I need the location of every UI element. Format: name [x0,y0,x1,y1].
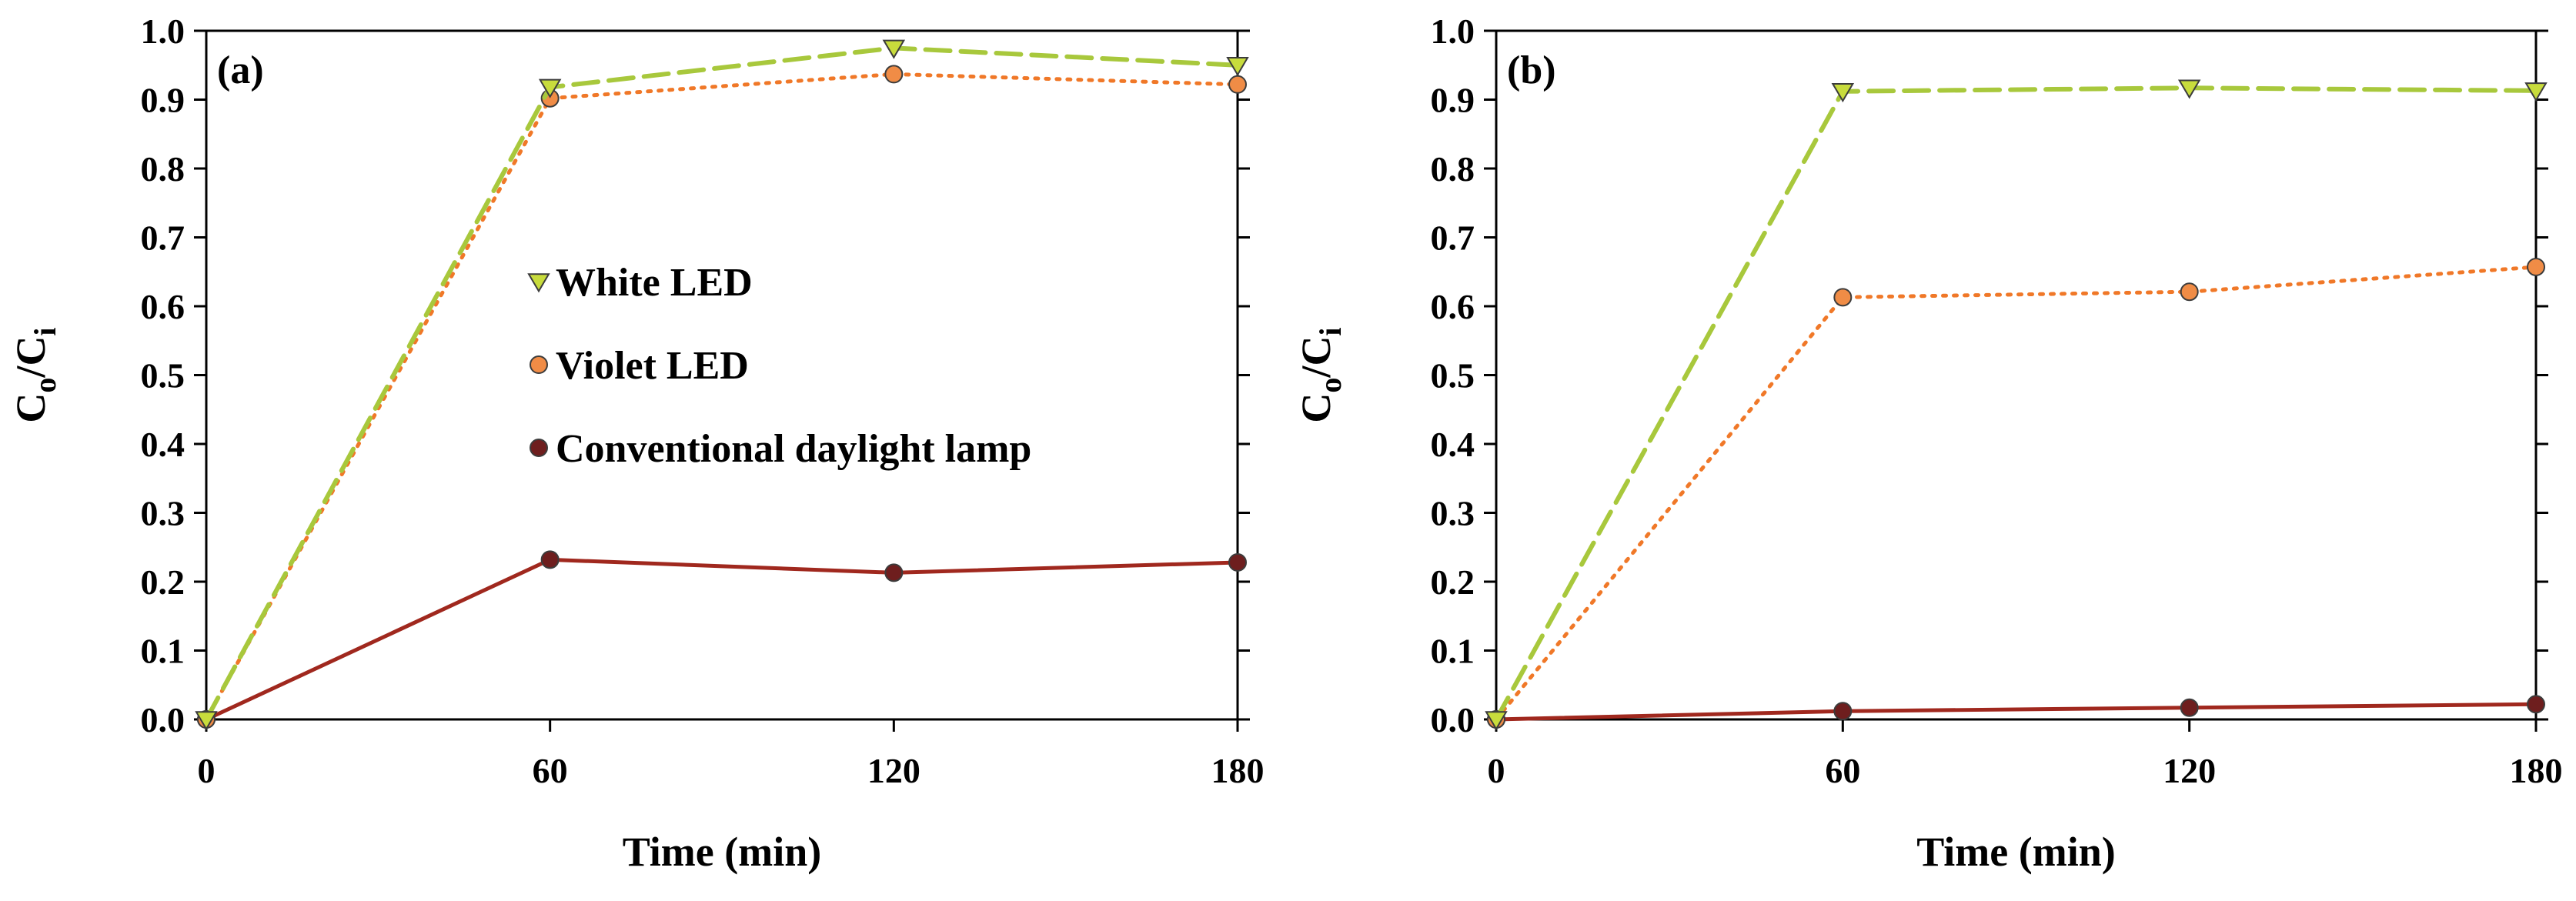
x-tick-label: 180 [1211,751,1265,790]
series-line [204,557,1240,722]
y-axis-label-part: C [8,393,54,423]
x-axis-label: Time (min) [623,829,821,875]
y-tick-label: 0.4 [1431,425,1475,464]
series-line [1494,85,2538,722]
data-point [2524,82,2548,102]
data-point [2527,695,2545,714]
data-point [884,65,904,84]
y-tick-label: 0.7 [141,219,185,258]
y-tick-label: 0.3 [141,494,185,533]
x-tick-label: 60 [533,751,568,790]
legend-item: Violet LED [530,344,749,388]
y-axis-label: Co/Ci [8,327,62,422]
plot-frame [1495,29,2538,721]
y-tick-label: 0.1 [1431,632,1475,671]
data-point [1831,83,1855,103]
y-tick-label: 1.0 [141,12,185,51]
legend-label: White LED [556,261,753,305]
y-axis-label-part: /C [8,336,54,379]
data-point [2180,282,2199,302]
data-point [2180,698,2199,717]
legend-marker [530,439,548,457]
x-tick-label: 120 [867,751,920,790]
series-violet-led [1487,257,2545,729]
data-point [1228,552,1247,572]
series-white-led [1485,79,2548,731]
y-tick-label: 0.8 [1431,149,1475,189]
y-axis-label-part: i [28,327,62,335]
x-tick-label: 0 [1488,751,1505,790]
series-line [1494,265,2538,722]
legend-item: Conventional daylight lamp [530,427,1031,471]
series-white-led [195,39,1249,731]
x-tick-label: 120 [2163,751,2216,790]
y-axis-label-part: o [1313,378,1348,393]
data-point [1226,57,1249,77]
series-line [1494,702,2538,722]
y-tick-label: 0.1 [141,632,185,671]
y-tick-label: 0.6 [141,287,185,326]
data-point [1228,75,1247,94]
y-axis-label-part: o [28,378,62,393]
series-conventional-daylight-lamp [197,550,1247,729]
data-point [540,550,560,569]
legend: White LED Violet LED Conventional daylight… [527,261,1031,471]
y-tick-label: 0.9 [141,81,185,120]
y-axis-label-part: i [1313,327,1348,335]
data-point [1485,711,1508,731]
data-point [195,711,218,731]
series-violet-led [197,65,1247,729]
panel-label: (a) [217,48,264,92]
data-point [2177,79,2201,99]
y-axis-label: Co/Ci [1293,327,1348,422]
y-axis-label-part: C [1293,393,1339,423]
y-tick-label: 1.0 [1431,12,1475,51]
chart-panel-b: 0.0 0.1 0.2 0.3 0.4 0.5 0.6 0.7 0.8 0.9 1.0 0 60 120 1… [1293,12,2563,875]
y-tick-label: 0.8 [141,149,185,189]
data-point [538,78,562,98]
y-tick-label: 0.3 [1431,494,1475,533]
y-axis-label-part: /C [1293,336,1339,379]
y-tick-label: 0.9 [1431,81,1475,120]
chart-panel-a: 0.0 0.1 0.2 0.3 0.4 0.5 0.6 0.7 0.8 0.9 1.0 0 60 120 1… [8,12,1265,875]
y-tick-label: 0.2 [141,562,185,602]
x-tick-label: 180 [2510,751,2563,790]
y-tick-label: 0.6 [1431,287,1475,326]
series-line [204,72,1240,722]
data-point [1833,288,1853,307]
y-tick-label: 0.0 [1431,700,1475,739]
series-conventional-daylight-lamp [1487,695,2545,729]
data-point [882,39,906,59]
data-point [2527,257,2545,276]
legend-label: Conventional daylight lamp [556,427,1031,471]
y-tick-label: 0.5 [1431,356,1475,395]
y-tick-label: 0.5 [141,356,185,395]
data-point [1833,702,1853,721]
y-tick-label: 0.7 [1431,219,1475,258]
x-axis-label: Time (min) [1916,829,2115,875]
legend-label: Violet LED [556,344,749,388]
series-line [204,45,1240,722]
legend-marker [527,273,550,293]
x-tick-label: 60 [1825,751,1860,790]
y-tick-label: 0.0 [141,700,185,739]
legend-marker [530,355,548,374]
y-tick-label: 0.2 [1431,562,1475,602]
x-tick-label: 0 [198,751,216,790]
legend-item: White LED [527,261,753,305]
data-point [884,563,904,582]
y-tick-label: 0.4 [141,425,185,464]
panel-label: (b) [1507,48,1556,92]
